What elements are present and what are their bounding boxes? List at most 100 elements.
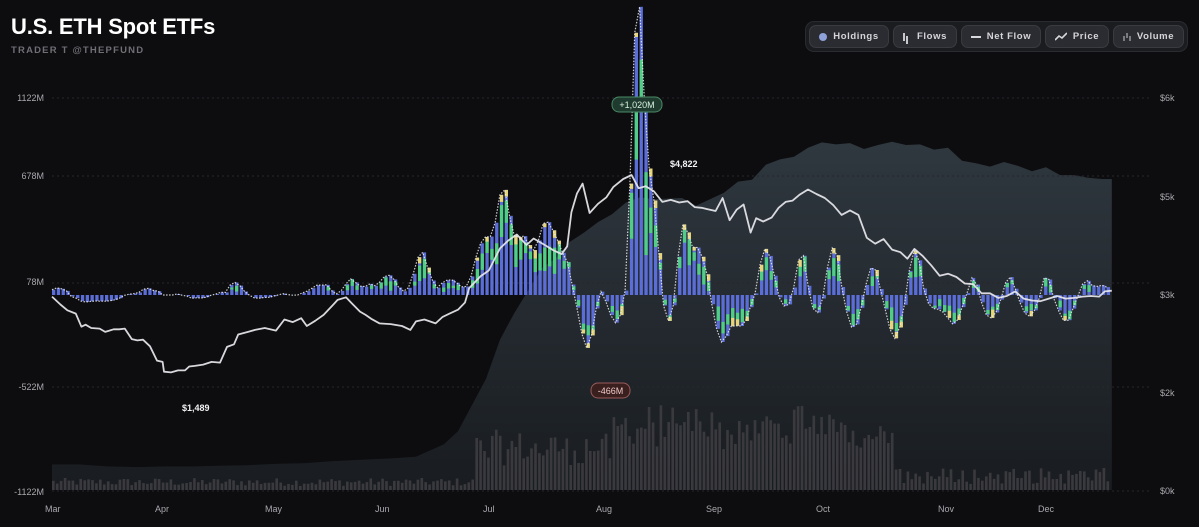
flow-bar-segment xyxy=(456,284,460,291)
month-label: Jul xyxy=(483,504,495,514)
volume-bar xyxy=(628,436,631,490)
flow-bar-segment xyxy=(957,315,961,320)
volume-bar xyxy=(632,443,635,490)
flow-bar-segment xyxy=(933,305,937,308)
volume-bar xyxy=(616,426,620,490)
volume-bar xyxy=(1106,481,1110,490)
flow-bar-segment xyxy=(610,306,614,312)
volume-bar xyxy=(169,479,173,490)
volume-bar xyxy=(808,426,812,490)
volume-toggle-button[interactable]: Volume xyxy=(1113,25,1184,48)
flow-bar-segment xyxy=(620,306,624,316)
flow-bar-segment xyxy=(634,32,638,37)
volume-bar xyxy=(416,479,420,490)
dot-icon xyxy=(819,32,828,41)
flow-bar-segment xyxy=(644,172,648,256)
flow-bar-segment xyxy=(480,253,484,270)
flow-bar-segment xyxy=(528,245,533,249)
flow-bar xyxy=(615,295,619,323)
flow-bar xyxy=(519,237,523,295)
flow-bar xyxy=(85,295,89,302)
volume-bar xyxy=(381,478,384,490)
volume-bar xyxy=(318,479,322,490)
flow-bar-segment xyxy=(957,308,961,316)
volume-bars-layer xyxy=(52,405,1110,490)
volume-icon xyxy=(1122,33,1131,41)
flow-bar xyxy=(61,288,65,295)
volume-bar xyxy=(110,484,114,490)
flow-bar xyxy=(1082,284,1086,295)
flow-bar xyxy=(639,6,643,296)
volume-bar xyxy=(640,427,643,490)
volume-bar xyxy=(659,405,663,490)
flow-bar-segment xyxy=(817,306,821,310)
volume-bar xyxy=(436,480,439,490)
volume-bar xyxy=(369,478,373,490)
flow-bar xyxy=(336,294,340,295)
volume-bar xyxy=(397,480,400,490)
volume-bar xyxy=(577,463,580,490)
flow-bar-segment xyxy=(442,287,446,292)
month-label: Mar xyxy=(45,504,61,514)
flow-bar-segment xyxy=(533,250,537,259)
volume-bar xyxy=(377,481,380,490)
max-flow-label: +1,020M xyxy=(619,100,654,110)
net-flow-line-layer xyxy=(51,6,1107,350)
volume-bar xyxy=(624,417,627,490)
flow-bar xyxy=(894,295,899,339)
flow-bar xyxy=(735,295,740,326)
flows-toggle-button[interactable]: Flows xyxy=(893,25,957,48)
volume-bar xyxy=(1075,473,1078,490)
flow-bar xyxy=(1077,295,1082,297)
holdings-toggle-button[interactable]: Holdings xyxy=(809,25,889,48)
flow-bar xyxy=(427,267,431,295)
flow-bar-segment xyxy=(326,286,330,291)
volume-bar xyxy=(981,480,984,490)
flow-bar-segment xyxy=(1010,280,1014,285)
flow-bar xyxy=(952,295,956,324)
flow-bar xyxy=(138,292,142,295)
flow-bar-segment xyxy=(1063,316,1067,321)
flow-bar xyxy=(755,293,759,295)
flow-bar xyxy=(485,237,489,295)
series-toggle-bar: Holdings Flows Net Flow Price Volume xyxy=(805,21,1188,52)
price-toggle-button[interactable]: Price xyxy=(1045,25,1109,48)
flow-bar-segment xyxy=(1082,285,1086,289)
flow-bar-segment xyxy=(475,269,480,284)
volume-bar xyxy=(847,442,851,490)
volume-bar xyxy=(63,478,67,490)
net-flow-toggle-button[interactable]: Net Flow xyxy=(961,25,1041,48)
flow-bar xyxy=(283,293,287,295)
volume-bar xyxy=(898,469,902,490)
volume-bar xyxy=(189,482,192,490)
volume-bar xyxy=(789,443,792,490)
flow-bar-segment xyxy=(707,274,711,281)
flow-bar-segment xyxy=(654,200,658,208)
net-flow-toggle-label: Net Flow xyxy=(986,31,1032,42)
volume-bar xyxy=(463,484,467,490)
volume-bar xyxy=(1083,471,1086,490)
volume-bar xyxy=(495,429,498,490)
volume-bar xyxy=(1032,483,1035,490)
flow-bar xyxy=(798,260,802,295)
flow-bar-segment xyxy=(943,305,947,312)
volume-bar xyxy=(710,412,714,490)
flow-bar-segment xyxy=(552,230,557,238)
volume-bar xyxy=(992,478,996,490)
volume-bar xyxy=(887,443,890,490)
holdings-toggle-label: Holdings xyxy=(833,31,879,42)
month-label: Nov xyxy=(938,504,955,514)
flow-bar xyxy=(658,253,663,295)
volume-bar xyxy=(651,422,655,490)
flow-bar xyxy=(1092,285,1096,295)
flow-bar xyxy=(499,194,504,295)
flow-bar-segment xyxy=(586,343,590,348)
volume-bar xyxy=(263,482,267,490)
net-flow-line xyxy=(51,6,1107,350)
flow-bar-segment xyxy=(485,237,489,242)
month-label: Dec xyxy=(1038,504,1055,514)
volume-bar xyxy=(949,469,953,490)
flow-bar xyxy=(321,285,325,295)
price-line-layer xyxy=(51,174,1112,374)
flow-bar-segment xyxy=(784,299,788,304)
